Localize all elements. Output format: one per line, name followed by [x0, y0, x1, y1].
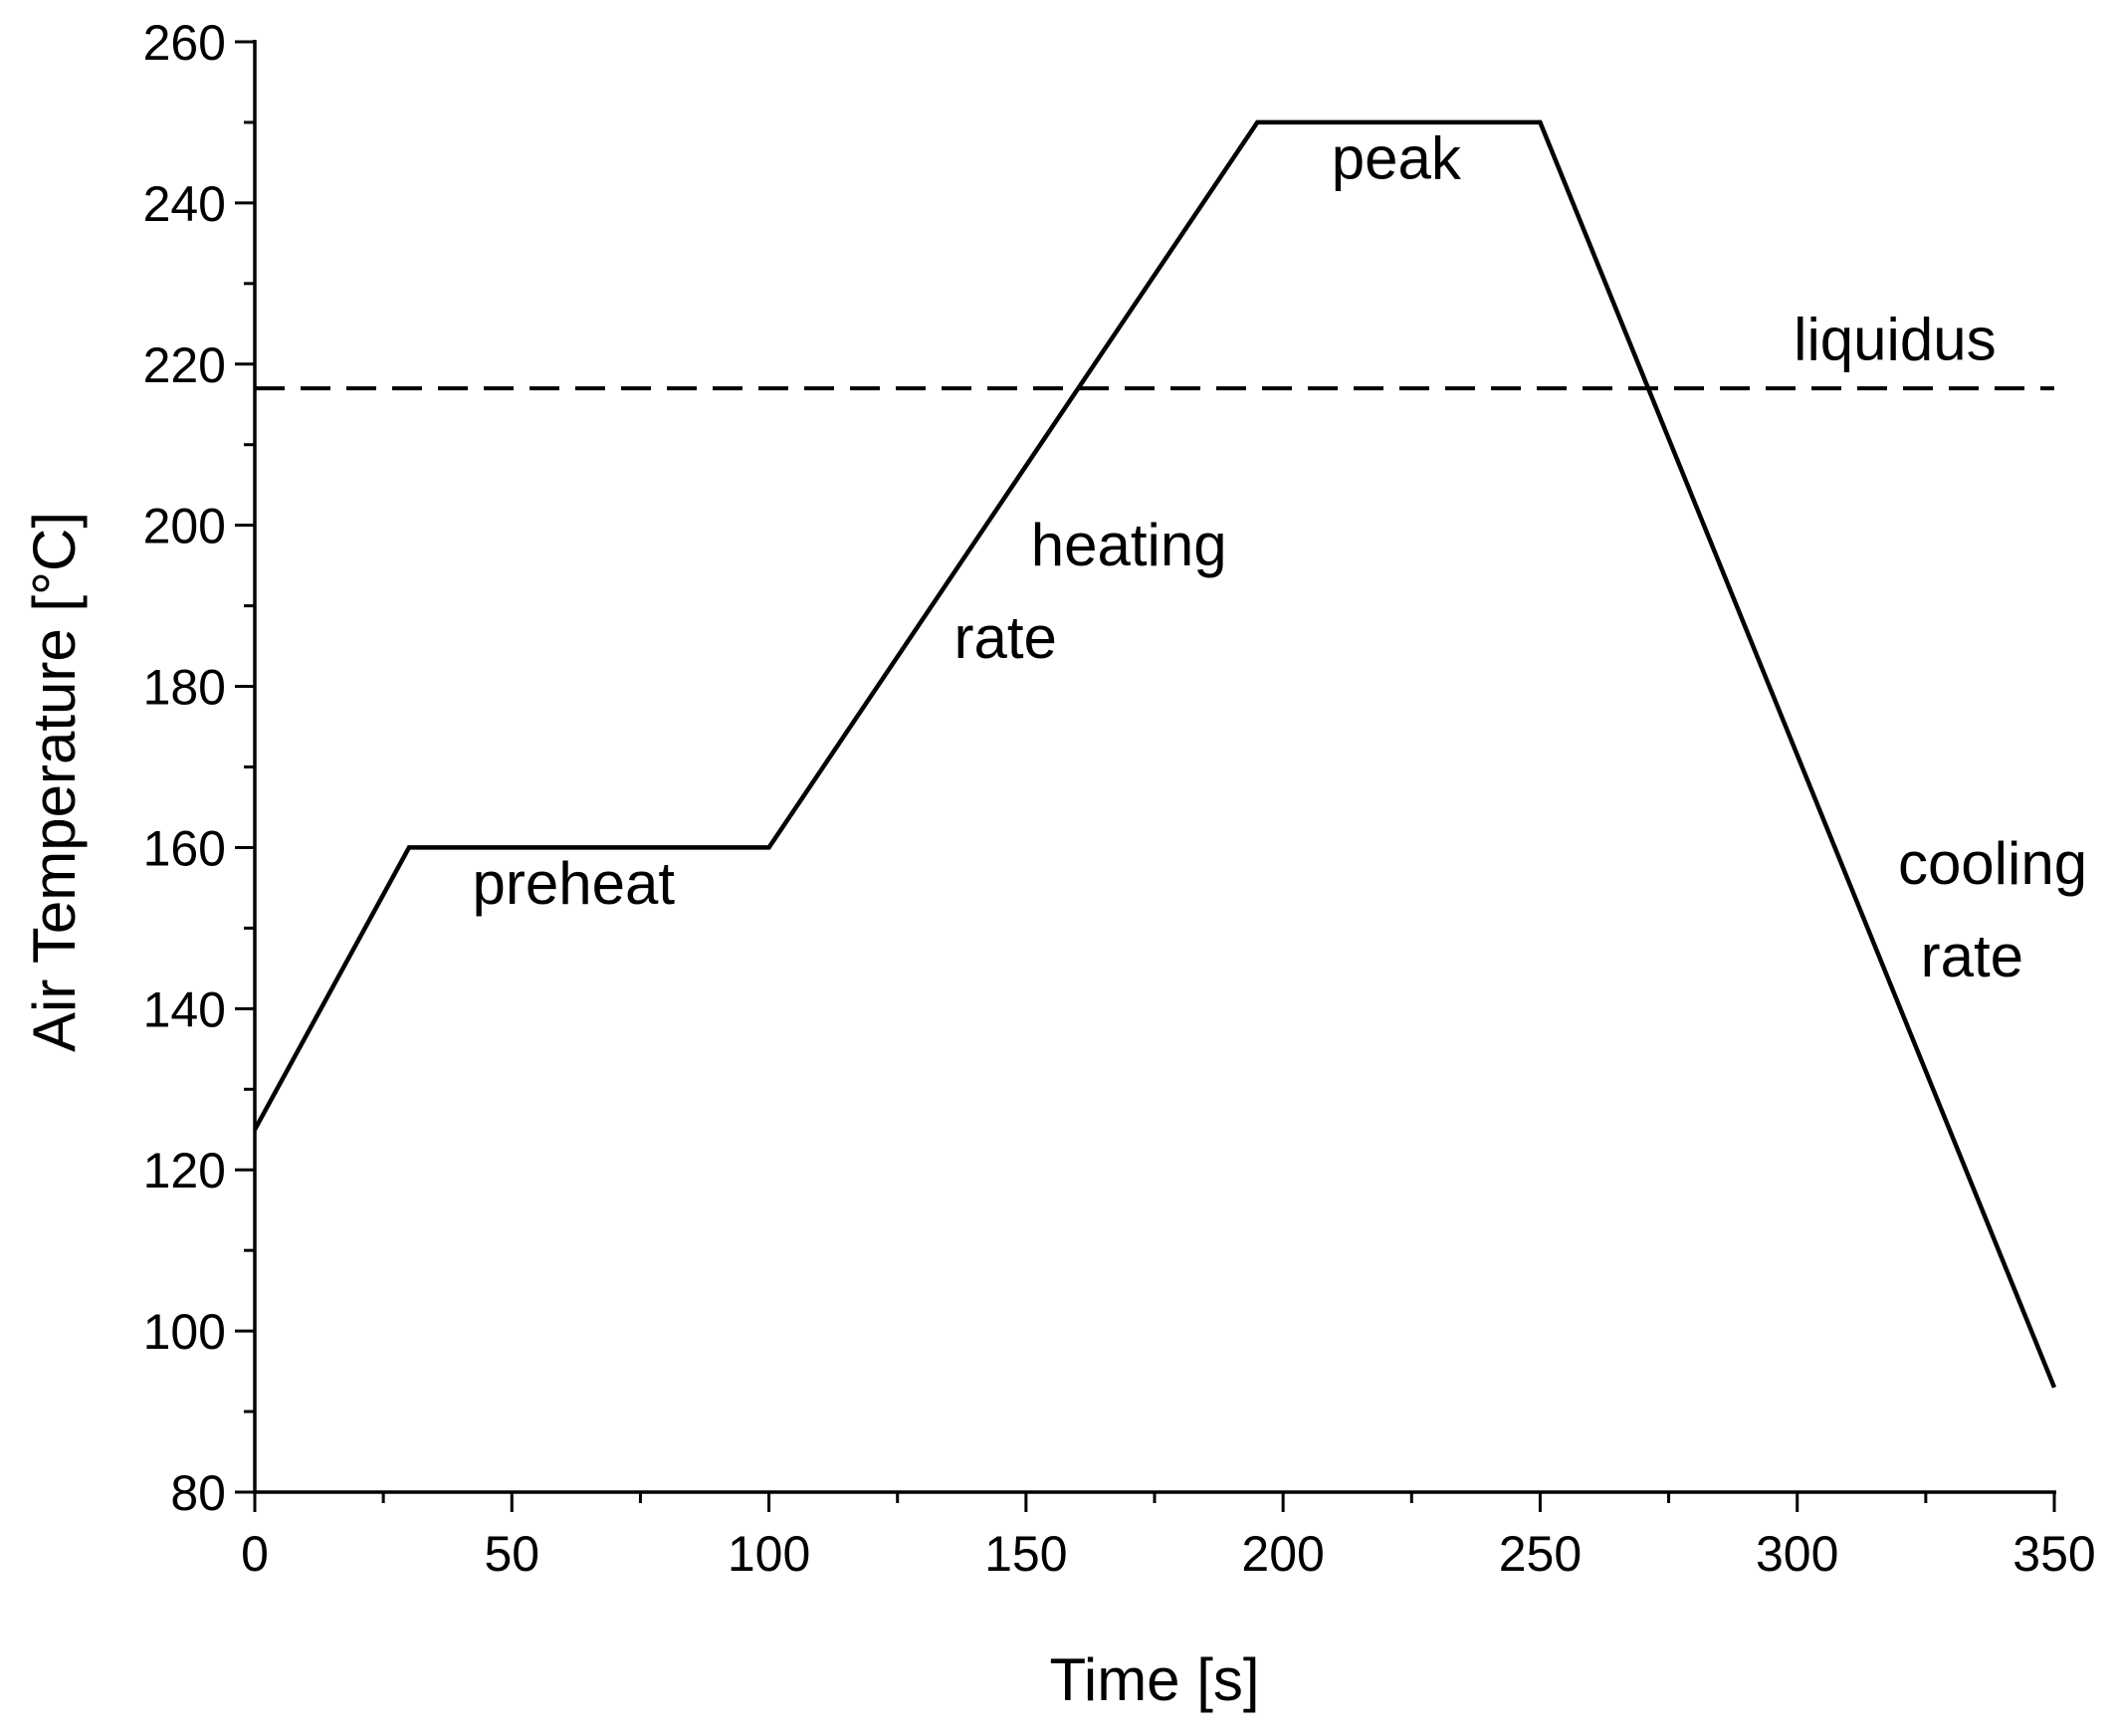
- axes-layer: 0 50 100 150 200 250 300 350 80 100 120 140 160 180 20…: [21, 15, 2096, 1713]
- annotation-peak: peak: [1332, 125, 1462, 192]
- series-layer: [253, 119, 2057, 1389]
- x-tick-label: 0: [241, 1526, 269, 1582]
- x-axis-title: Time [s]: [1049, 1646, 1259, 1713]
- y-tick-label: 80: [170, 1465, 226, 1521]
- x-tick-label: 250: [1499, 1526, 1582, 1582]
- y-tick-label: 140: [143, 981, 226, 1037]
- y-tick-label: 100: [143, 1304, 226, 1360]
- annotation-rate: rate: [953, 604, 1056, 671]
- y-tick-label: 260: [143, 15, 226, 71]
- y-tick-label: 180: [143, 660, 226, 716]
- x-tick-label: 200: [1241, 1526, 1324, 1582]
- y-axis-title: Air Temperature [°C]: [21, 512, 88, 1052]
- x-tick-label: 50: [484, 1526, 539, 1582]
- annotation-layer: preheat heating rate peak liquidus cooling rat…: [473, 125, 2088, 989]
- y-tick-label: 220: [143, 337, 226, 393]
- y-tick-label: 200: [143, 499, 226, 554]
- x-tick-label: 300: [1756, 1526, 1838, 1582]
- y-tick-label: 240: [143, 176, 226, 232]
- x-tick-label: 150: [984, 1526, 1067, 1582]
- y-tick-label: 120: [143, 1143, 226, 1198]
- reflow-profile-line: [253, 119, 2057, 1389]
- x-tick-label: 100: [728, 1526, 810, 1582]
- annotation-preheat: preheat: [473, 850, 676, 917]
- x-tick-label: 350: [2012, 1526, 2095, 1582]
- annotation-rate: rate: [1921, 923, 2023, 989]
- annotation-heating: heating: [1031, 512, 1227, 578]
- annotation-liquidus: liquidus: [1794, 307, 1996, 373]
- y-tick-label: 160: [143, 820, 226, 876]
- annotation-cooling: cooling: [1898, 830, 2087, 897]
